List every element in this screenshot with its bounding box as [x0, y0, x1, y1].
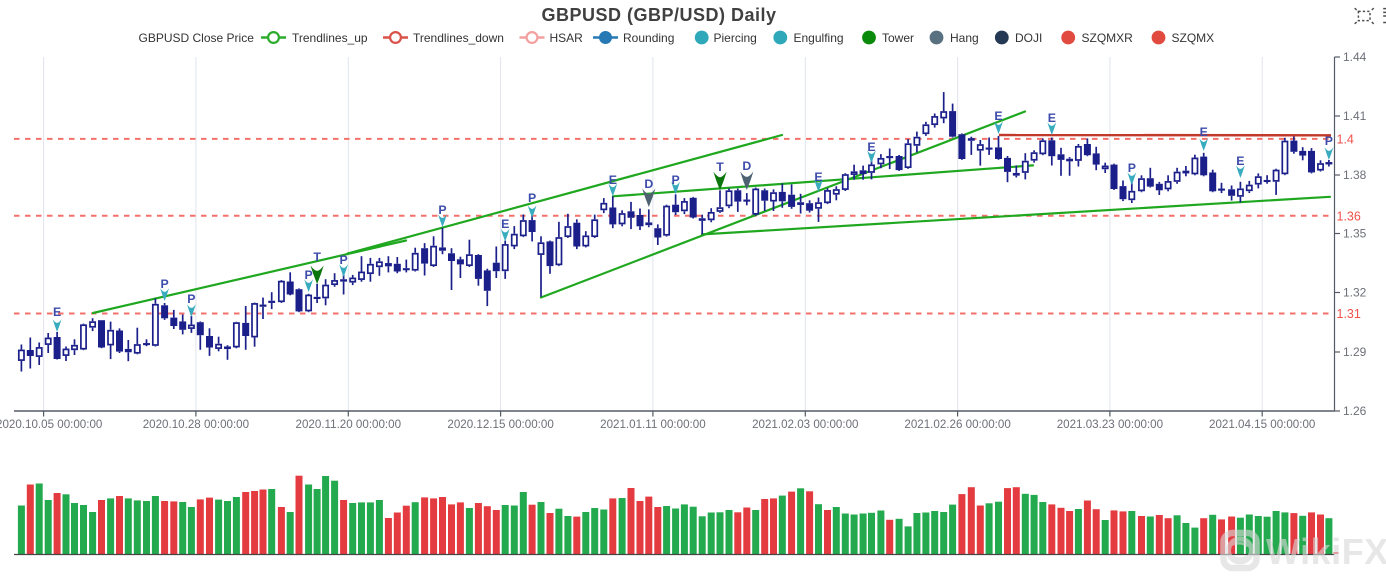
svg-text:T: T — [716, 160, 724, 174]
svg-text:E: E — [53, 305, 61, 319]
svg-text:Tower: Tower — [882, 31, 914, 45]
svg-text:Trendlines_up: Trendlines_up — [292, 31, 368, 45]
svg-text:DOJI: DOJI — [1015, 31, 1042, 45]
svg-text:Trendlines_down: Trendlines_down — [413, 31, 504, 45]
svg-text:P: P — [1325, 134, 1333, 148]
svg-text:E: E — [501, 217, 509, 231]
svg-text:E: E — [609, 173, 617, 187]
svg-text:P: P — [304, 268, 312, 282]
svg-text:1.26: 1.26 — [1343, 404, 1367, 418]
svg-text:2020.12.15 00:00:00: 2020.12.15 00:00:00 — [447, 418, 553, 431]
svg-text:E: E — [994, 109, 1002, 123]
svg-text:D: D — [644, 177, 653, 191]
svg-text:HSAR: HSAR — [550, 31, 584, 45]
svg-text:2021.03.23 00:00:00: 2021.03.23 00:00:00 — [1057, 418, 1163, 431]
svg-text:1.44: 1.44 — [1343, 50, 1367, 64]
svg-text:P: P — [160, 277, 168, 291]
svg-text:1.4: 1.4 — [1337, 132, 1354, 146]
svg-text:1.38: 1.38 — [1343, 168, 1367, 182]
svg-text:E: E — [1200, 125, 1208, 139]
svg-text:GBPUSD (GBP/USD) Daily: GBPUSD (GBP/USD) Daily — [541, 5, 776, 25]
svg-text:1.41: 1.41 — [1343, 109, 1367, 123]
svg-text:Piercing: Piercing — [714, 31, 757, 45]
svg-text:WikiFX: WikiFX — [1266, 531, 1386, 572]
svg-text:1.32: 1.32 — [1343, 286, 1367, 300]
svg-text:1.31: 1.31 — [1337, 307, 1361, 321]
svg-text:GBPUSD Close Price: GBPUSD Close Price — [139, 31, 255, 45]
svg-text:P: P — [528, 191, 536, 205]
svg-text:2020.10.28 00:00:00: 2020.10.28 00:00:00 — [143, 418, 249, 431]
svg-text:SZQMX: SZQMX — [1172, 31, 1215, 45]
svg-text:P: P — [187, 292, 195, 306]
svg-text:P: P — [339, 253, 347, 267]
svg-text:1.36: 1.36 — [1337, 209, 1361, 223]
svg-text:Rounding: Rounding — [623, 31, 674, 45]
svg-text:P: P — [1128, 161, 1136, 175]
svg-text:E: E — [1236, 154, 1244, 168]
svg-text:E: E — [867, 140, 875, 154]
svg-text:2021.01.11 00:00:00: 2021.01.11 00:00:00 — [600, 418, 706, 431]
svg-text:SZQMXR: SZQMXR — [1082, 31, 1134, 45]
svg-text:2020.10.05 00:00:00: 2020.10.05 00:00:00 — [0, 418, 102, 431]
svg-text:1.35: 1.35 — [1343, 227, 1367, 241]
svg-text:2020.11.20 00:00:00: 2020.11.20 00:00:00 — [296, 418, 402, 431]
svg-text:Hang: Hang — [950, 31, 979, 45]
svg-text:P: P — [438, 203, 446, 217]
svg-text:E: E — [1048, 111, 1056, 125]
svg-text:2021.02.26 00:00:00: 2021.02.26 00:00:00 — [904, 418, 1010, 431]
svg-text:P: P — [671, 173, 679, 187]
svg-text:D: D — [742, 159, 751, 173]
svg-text:1.29: 1.29 — [1343, 345, 1367, 359]
svg-text:E: E — [814, 170, 822, 184]
svg-text:2021.04.15 00:00:00: 2021.04.15 00:00:00 — [1209, 418, 1315, 431]
svg-text:Engulfing: Engulfing — [794, 31, 844, 45]
svg-text:2021.02.03 00:00:00: 2021.02.03 00:00:00 — [752, 418, 858, 431]
svg-text:T: T — [313, 250, 321, 264]
